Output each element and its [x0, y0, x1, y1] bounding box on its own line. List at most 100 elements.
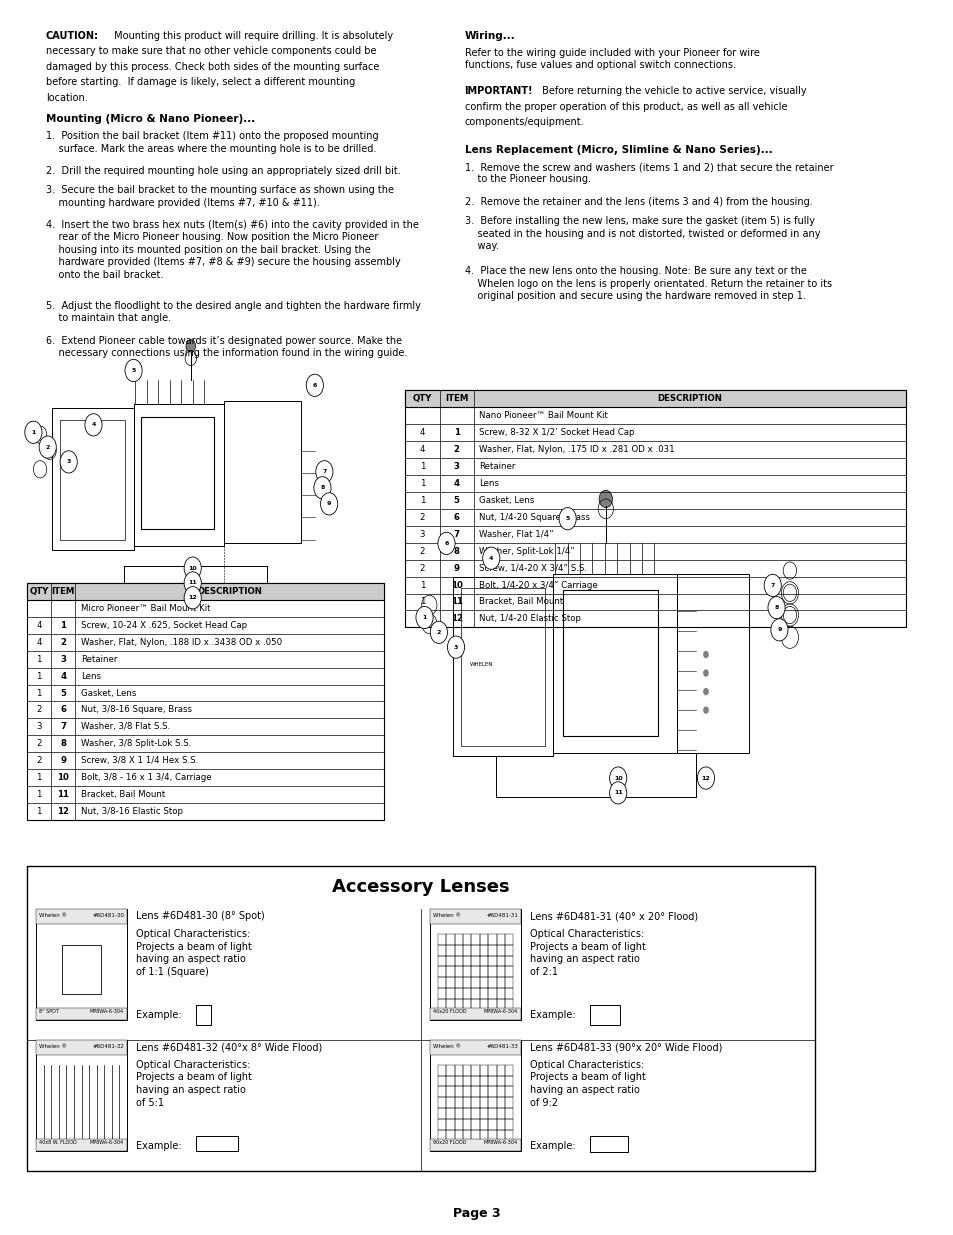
Bar [430, 1040, 520, 1055]
Bar [437, 1098, 446, 1108]
Bar [479, 967, 488, 977]
Bar [589, 1136, 627, 1152]
Bar [430, 909, 520, 1020]
Bar [60, 420, 125, 540]
Bar [437, 956, 446, 967]
Circle shape [85, 414, 102, 436]
Text: 11: 11 [450, 598, 462, 606]
Circle shape [609, 782, 626, 804]
Text: 3: 3 [454, 645, 457, 650]
Bar [455, 988, 462, 999]
Text: 40x8 W. FLOOD: 40x8 W. FLOOD [39, 1140, 77, 1145]
Circle shape [767, 597, 784, 619]
Bar [455, 1076, 462, 1087]
Bar [36, 1040, 127, 1055]
Text: 2: 2 [46, 445, 50, 450]
Text: #6D481-33: #6D481-33 [486, 1044, 517, 1049]
Bar [141, 417, 213, 529]
Bar [446, 988, 455, 999]
Text: DESCRIPTION: DESCRIPTION [657, 394, 721, 404]
Text: #6D481-30: #6D481-30 [92, 913, 124, 918]
Bar [471, 999, 479, 1010]
Text: 4.  Place the new lens onto the housing. Note: Be sure any text or the
    Whele: 4. Place the new lens onto the housing. … [464, 267, 831, 301]
Bar [455, 1130, 462, 1141]
Text: Lens #6D481-33 (90°x 20° Wide Flood): Lens #6D481-33 (90°x 20° Wide Flood) [530, 1042, 722, 1052]
Bar [471, 1130, 479, 1141]
Bar [471, 956, 479, 967]
Text: Bracket, Bail Mount: Bracket, Bail Mount [81, 790, 165, 799]
Bar [455, 945, 462, 956]
Bar [446, 1119, 455, 1130]
Text: 4: 4 [419, 429, 425, 437]
Text: Screw, 3/8 X 1 1/4 Hex S.S.: Screw, 3/8 X 1 1/4 Hex S.S. [81, 756, 198, 766]
Text: Refer to the wiring guide included with your Pioneer for wire
functions, fuse va: Refer to the wiring guide included with … [464, 48, 759, 70]
Circle shape [320, 493, 337, 515]
Text: Screw, 10-24 X .625, Socket Head Cap: Screw, 10-24 X .625, Socket Head Cap [81, 621, 247, 630]
Circle shape [763, 574, 781, 597]
Bar [479, 1098, 488, 1108]
Text: 1: 1 [36, 688, 42, 698]
Bar [479, 999, 488, 1010]
Text: MP8WA-6-304: MP8WA-6-304 [483, 1009, 517, 1014]
Bar [471, 988, 479, 999]
Text: 9: 9 [60, 756, 66, 766]
Text: ITEM: ITEM [51, 587, 75, 597]
Text: 6: 6 [444, 541, 448, 546]
Text: before starting.  If damage is likely, select a different mounting: before starting. If damage is likely, se… [46, 77, 355, 88]
Bar [446, 934, 455, 945]
Text: 4: 4 [36, 621, 42, 630]
Text: 1: 1 [419, 479, 425, 488]
Text: Whelen ®: Whelen ® [39, 913, 67, 918]
Text: Gasket, Lens: Gasket, Lens [478, 495, 534, 505]
Text: confirm the proper operation of this product, as well as all vehicle: confirm the proper operation of this pro… [464, 103, 786, 112]
Text: 11: 11 [188, 580, 197, 585]
Text: 10: 10 [450, 580, 462, 589]
Bar [437, 999, 446, 1010]
Text: Screw, 8-32 X 1/2’ Socket Head Cap: Screw, 8-32 X 1/2’ Socket Head Cap [478, 429, 634, 437]
Bar [36, 909, 127, 924]
Bar [471, 977, 479, 988]
Text: Bolt, 1/4-20 x 3/4” Carriage: Bolt, 1/4-20 x 3/4” Carriage [478, 580, 598, 589]
Bar [471, 1098, 479, 1108]
Bar [488, 1108, 496, 1119]
Text: 1.  Remove the screw and washers (items 1 and 2) that secure the retainer
    to: 1. Remove the screw and washers (items 1… [464, 162, 832, 184]
Bar [27, 583, 384, 600]
Circle shape [184, 587, 201, 609]
Text: QTY: QTY [30, 587, 49, 597]
Text: Lens Replacement (Micro, Slimline & Nano Series)...: Lens Replacement (Micro, Slimline & Nano… [464, 146, 772, 156]
Bar [455, 977, 462, 988]
Bar [195, 1005, 211, 1025]
Bar [446, 977, 455, 988]
Text: 3: 3 [60, 655, 66, 663]
Text: CAUTION:: CAUTION: [46, 31, 99, 41]
Bar [479, 956, 488, 967]
Text: 8: 8 [320, 485, 324, 490]
Text: 10: 10 [613, 776, 622, 781]
Bar [496, 967, 504, 977]
Bar [488, 945, 496, 956]
Text: Whelen ®: Whelen ® [39, 1044, 67, 1049]
Text: ITEM: ITEM [444, 394, 468, 404]
Text: Washer, Flat, Nylon, .175 ID x .281 OD x .031: Washer, Flat, Nylon, .175 ID x .281 OD x… [478, 445, 674, 454]
Bar [405, 390, 905, 627]
Text: 1: 1 [422, 615, 426, 620]
Bar [504, 1108, 513, 1119]
Bar [437, 1087, 446, 1098]
Bar [589, 1005, 619, 1025]
Bar [479, 945, 488, 956]
Text: 1: 1 [419, 495, 425, 505]
Text: Example:: Example: [136, 1141, 182, 1151]
Text: Whelen ®: Whelen ® [433, 1044, 460, 1049]
Text: Micro Pioneer™ Bail Mount Kit: Micro Pioneer™ Bail Mount Kit [81, 604, 211, 613]
Text: 1: 1 [419, 580, 425, 589]
Text: 90x20 FLOOD: 90x20 FLOOD [433, 1140, 466, 1145]
Bar [462, 956, 471, 967]
Text: 10: 10 [57, 773, 69, 782]
Text: 1: 1 [419, 614, 425, 624]
Bar [36, 1139, 127, 1151]
Text: 5: 5 [565, 516, 569, 521]
Bar [63, 945, 101, 994]
Circle shape [315, 461, 333, 483]
Text: 2.  Remove the retainer and the lens (items 3 and 4) from the housing.: 2. Remove the retainer and the lens (ite… [464, 196, 812, 206]
Bar [479, 934, 488, 945]
